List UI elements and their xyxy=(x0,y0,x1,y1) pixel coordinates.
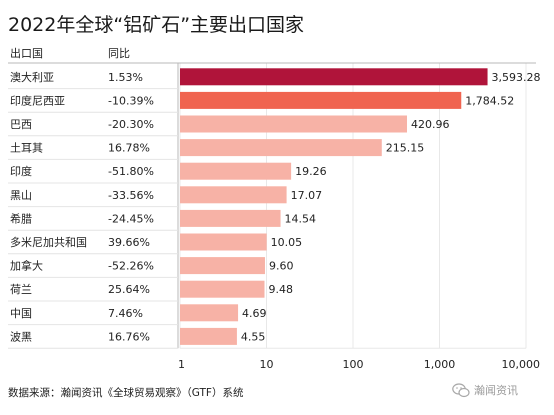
yoy-label: 16.78% xyxy=(108,142,150,155)
data-label: 4.69 xyxy=(242,307,267,320)
tick-label: 1 xyxy=(178,358,185,371)
data-label: 3,593.28 xyxy=(492,71,541,84)
yoy-label: 1.53% xyxy=(108,71,143,84)
yoy-label: -20.30% xyxy=(108,118,154,131)
wechat-icon xyxy=(452,382,470,397)
yoy-label: -10.39% xyxy=(108,94,154,107)
yoy-label: -33.56% xyxy=(108,189,154,202)
bar xyxy=(180,327,237,345)
category-label: 澳大利亚 xyxy=(10,70,54,84)
data-label: 4.55 xyxy=(241,330,265,343)
category-label: 印度尼西亚 xyxy=(10,93,65,107)
tick-label: 10,000 xyxy=(502,358,541,371)
tick-label: 1,000 xyxy=(424,358,456,371)
tick-label: 100 xyxy=(343,358,364,371)
bar xyxy=(180,233,267,251)
bar xyxy=(180,139,382,157)
yoy-label: 7.46% xyxy=(108,307,143,320)
column-header-country: 出口国 xyxy=(10,46,43,60)
source-note: 数据来源：瀚闻资讯《全球贸易观察》（GTF）系统 xyxy=(8,387,244,399)
category-label: 土耳其 xyxy=(10,142,43,155)
bar xyxy=(180,186,287,204)
yoy-label: 16.76% xyxy=(108,330,150,343)
data-label: 19.26 xyxy=(295,165,327,178)
bar xyxy=(180,257,265,275)
category-label: 希腊 xyxy=(10,211,32,225)
data-label: 9.48 xyxy=(268,283,293,296)
category-label: 巴西 xyxy=(10,118,32,131)
category-label: 中国 xyxy=(10,307,32,320)
chart-title: 2022年全球“铝矿石”主要出口国家 xyxy=(8,14,305,36)
bar xyxy=(180,162,292,180)
data-label: 1,784.52 xyxy=(465,94,514,107)
category-label: 荷兰 xyxy=(10,283,32,296)
yoy-label: 39.66% xyxy=(108,236,150,249)
data-label: 14.54 xyxy=(285,212,317,225)
yoy-label: -24.45% xyxy=(108,212,154,225)
data-label: 10.05 xyxy=(271,236,303,249)
bar xyxy=(180,91,462,109)
yoy-label: -51.80% xyxy=(108,165,154,178)
data-label: 215.15 xyxy=(386,142,425,155)
category-label: 印度 xyxy=(10,164,32,178)
bar xyxy=(180,280,265,298)
yoy-label: 25.64% xyxy=(108,283,150,296)
category-label: 黑山 xyxy=(10,189,32,202)
data-label: 9.60 xyxy=(269,260,294,273)
column-header-yoy: 同比 xyxy=(108,47,130,60)
watermark: 瀚闻资讯 xyxy=(452,382,518,398)
bar xyxy=(180,209,281,227)
tick-label: 10 xyxy=(260,358,274,371)
watermark-text: 瀚闻资讯 xyxy=(474,384,518,397)
category-label: 多米尼加共和国 xyxy=(10,235,87,249)
category-label: 加拿大 xyxy=(10,259,43,273)
category-label: 波黑 xyxy=(10,330,32,343)
bar xyxy=(180,68,488,86)
data-label: 420.96 xyxy=(411,118,450,131)
data-label: 17.07 xyxy=(291,189,323,202)
bar xyxy=(180,115,407,133)
bar xyxy=(180,304,239,322)
yoy-label: -52.26% xyxy=(108,260,154,273)
